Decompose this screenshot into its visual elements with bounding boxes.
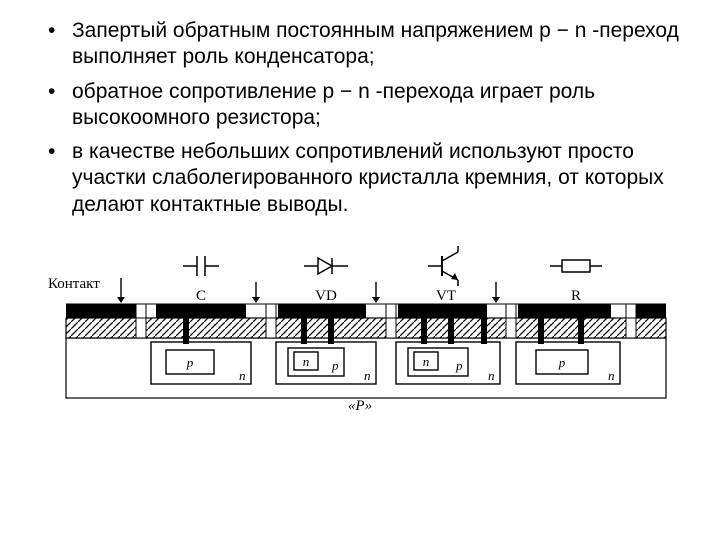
svg-text:C: C xyxy=(196,288,206,304)
svg-text:p: p xyxy=(558,355,566,370)
svg-text:n: n xyxy=(608,368,615,383)
svg-text:R: R xyxy=(571,288,581,304)
bullet-item: в качестве небольших сопротивлений испол… xyxy=(72,139,684,218)
bullet-item: обратное сопротивление p − n -перехода и… xyxy=(72,79,684,132)
svg-text:p: p xyxy=(331,358,339,373)
svg-text:VT: VT xyxy=(436,288,456,304)
svg-text:«P»: «P» xyxy=(348,398,372,414)
svg-text:p: p xyxy=(455,358,463,373)
svg-text:p: p xyxy=(186,355,194,370)
svg-text:n: n xyxy=(303,354,310,369)
ic-cross-section-diagram: n p n p n n p n n p «P» Контакт C VD VT R xyxy=(36,238,684,418)
svg-text:n: n xyxy=(239,368,246,383)
svg-text:VD: VD xyxy=(315,288,337,304)
svg-text:n: n xyxy=(423,354,430,369)
svg-text:Контакт: Контакт xyxy=(48,276,100,292)
svg-text:n: n xyxy=(364,368,371,383)
bullet-list: Запертый обратным постоянным напряжением… xyxy=(36,18,684,218)
svg-text:n: n xyxy=(488,368,495,383)
bullet-item: Запертый обратным постоянным напряжением… xyxy=(72,18,684,71)
